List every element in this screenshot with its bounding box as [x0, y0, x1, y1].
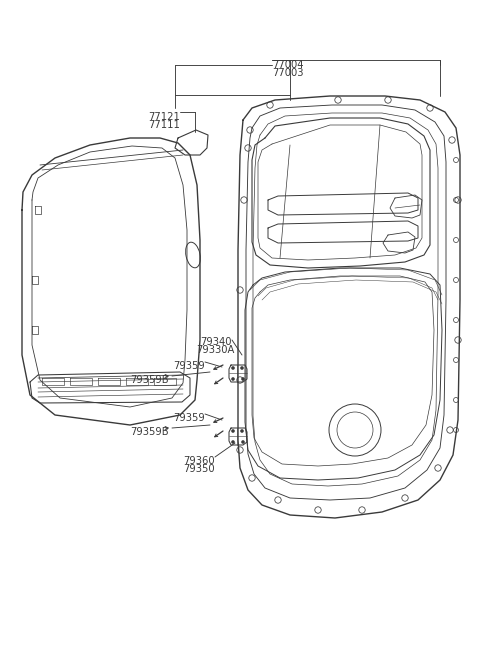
- Circle shape: [241, 377, 245, 381]
- Text: 79330A: 79330A: [196, 345, 234, 355]
- Text: 77111: 77111: [148, 120, 180, 130]
- Text: 79360: 79360: [183, 456, 215, 466]
- Text: 77003: 77003: [272, 68, 303, 78]
- Circle shape: [231, 366, 235, 370]
- Circle shape: [231, 440, 235, 444]
- Circle shape: [240, 429, 244, 433]
- Circle shape: [241, 440, 245, 444]
- Text: 77004: 77004: [272, 60, 303, 70]
- Text: 79359: 79359: [173, 413, 205, 423]
- Text: 79359B: 79359B: [130, 427, 168, 437]
- Text: 77121: 77121: [148, 112, 180, 122]
- Text: 79350: 79350: [183, 464, 215, 474]
- Text: 79359: 79359: [173, 361, 205, 371]
- Text: 79340: 79340: [200, 337, 231, 347]
- Text: 79359B: 79359B: [130, 375, 168, 385]
- Circle shape: [231, 429, 235, 433]
- Circle shape: [240, 366, 244, 370]
- Circle shape: [231, 377, 235, 381]
